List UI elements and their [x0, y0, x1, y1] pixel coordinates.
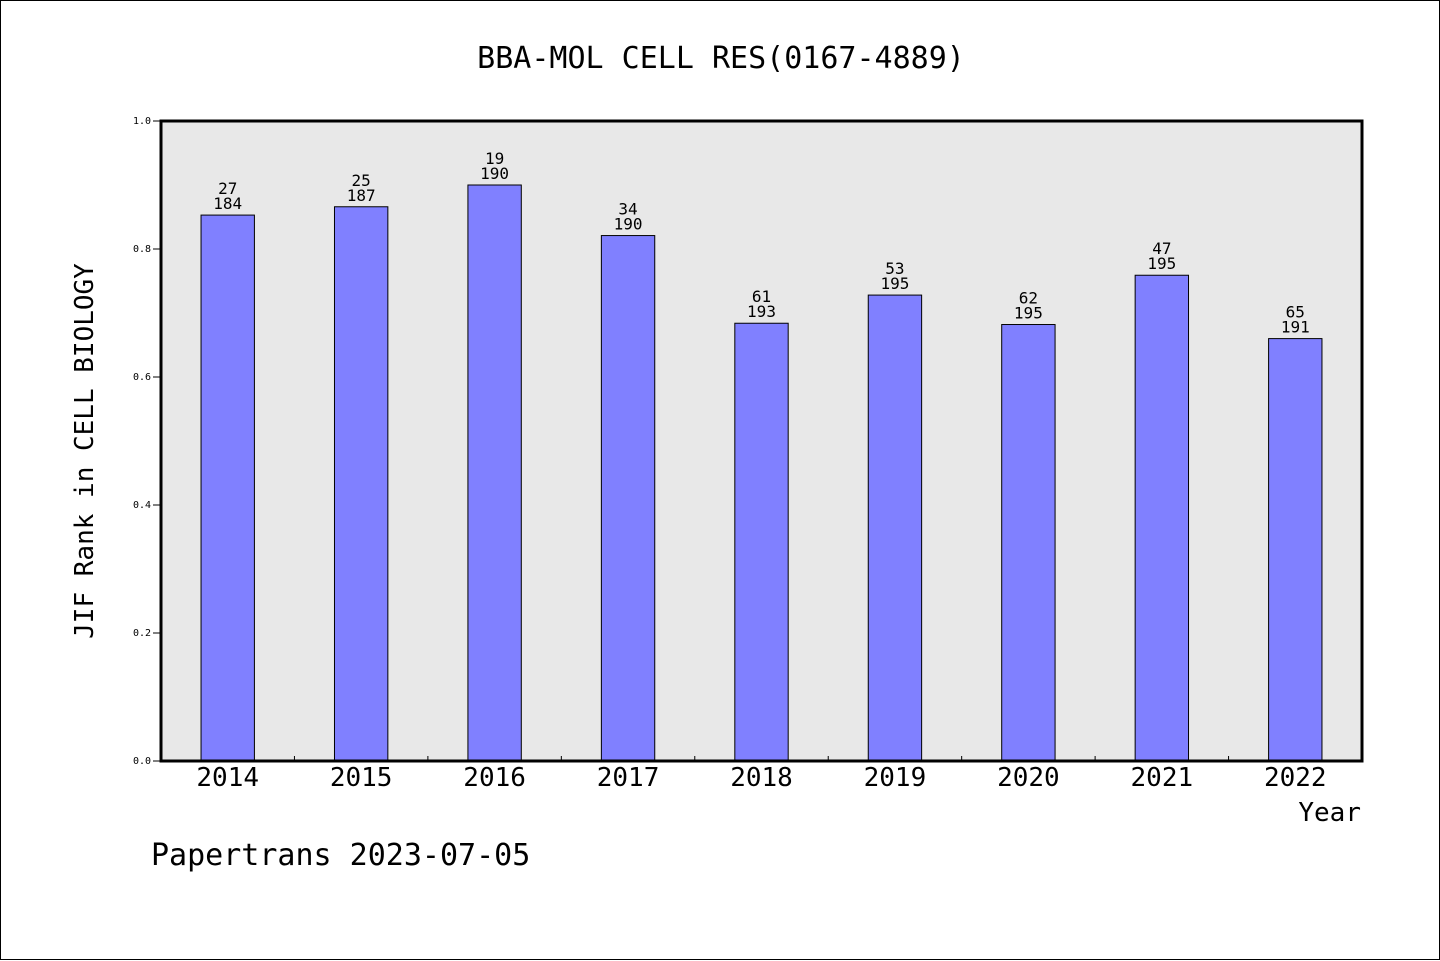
x-tick-label: 2021: [1131, 763, 1194, 793]
bar-rank-label: 25: [352, 171, 371, 190]
bar-rank-label: 34: [618, 200, 637, 219]
bar-total-label: 195: [880, 274, 909, 293]
bar-rank-label: 53: [885, 259, 904, 278]
y-tick-label: 0.4: [133, 500, 151, 511]
bar-rank-label: 62: [1019, 289, 1038, 308]
bar-2022: [1268, 338, 1323, 762]
bar-2014: [200, 214, 255, 762]
x-tick-label: 2019: [864, 763, 927, 793]
y-ticks-group: 0.0 0.2 0.4 0.6 0.8 1.0: [133, 116, 161, 767]
y-tick-label: 0.0: [133, 756, 151, 767]
y-tick-label: 0.2: [133, 628, 151, 639]
x-tick-label: 2018: [730, 763, 793, 793]
plot-border: [159, 119, 1364, 763]
bar-2017: [600, 235, 656, 762]
bar-2015: [333, 206, 389, 762]
x-tick-label: 2017: [597, 763, 660, 793]
bar-2018: [734, 322, 789, 762]
bar-total-label: 195: [1147, 254, 1176, 273]
y-tick-label: 0.6: [133, 372, 151, 383]
bar-total-label: 193: [747, 302, 776, 321]
bar-total-label: 184: [213, 194, 242, 213]
x-axis-label: Year: [1298, 798, 1361, 828]
x-tick-label: 2022: [1264, 763, 1327, 793]
bar-rank-label: 47: [1152, 239, 1171, 258]
bar-total-label: 187: [347, 186, 376, 205]
bar-rank-label: 65: [1286, 303, 1305, 322]
bar-2019: [867, 294, 923, 762]
bar-2016: [467, 184, 522, 762]
data-labels-group: 2718425187191903419061193531956219547195…: [213, 149, 1309, 337]
bar-total-label: 190: [480, 164, 509, 183]
x-tick-label: 2015: [330, 763, 393, 793]
bars-group: [200, 184, 1323, 762]
bar-2020: [1001, 324, 1056, 762]
bar-total-label: 191: [1281, 318, 1310, 337]
y-tick-label: 0.8: [133, 244, 151, 255]
bar-rank-label: 27: [218, 179, 237, 198]
bar-2021: [1134, 274, 1190, 762]
chart-title: BBA-MOL CELL RES(0167-4889): [477, 41, 965, 76]
x-ticks-group: 2014 2015 2016 2017 2018 2019 2020 2021 2022: [196, 756, 1327, 793]
y-tick-label: 1.0: [133, 116, 151, 127]
bar-rank-label: 19: [485, 149, 504, 168]
bar-rank-label: 61: [752, 287, 771, 306]
bar-total-label: 190: [614, 215, 643, 234]
bar-total-label: 195: [1014, 304, 1043, 323]
footer-credit: Papertrans 2023-07-05: [151, 838, 530, 873]
x-tick-label: 2020: [997, 763, 1060, 793]
x-tick-label: 2016: [463, 763, 526, 793]
y-axis-label: JIF Rank in CELL BIOLOGY: [70, 263, 100, 639]
x-tick-label: 2014: [196, 763, 259, 793]
